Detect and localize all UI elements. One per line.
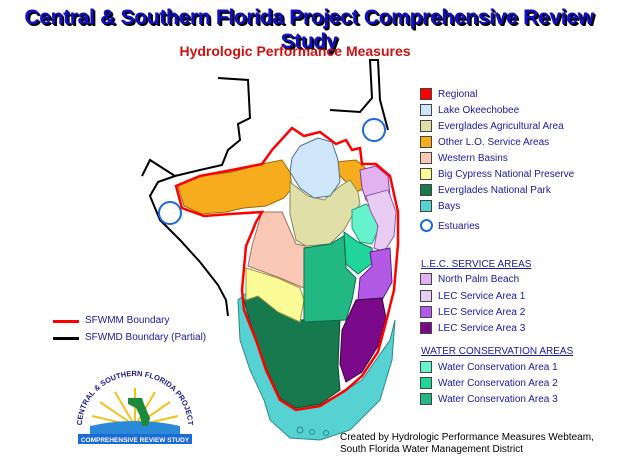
legend-swatch — [420, 393, 432, 405]
credit: Created by Hydrologic Performance Measur… — [340, 432, 594, 456]
legend-swatch — [420, 290, 432, 302]
legend-swatch — [420, 136, 432, 148]
sfwmd-line-swatch — [53, 337, 79, 340]
region-lake-okeechobee — [289, 137, 341, 199]
estuary-circle-west — [158, 201, 182, 225]
legend-swatch — [420, 184, 432, 196]
legend-swatch — [420, 152, 432, 164]
logo-bottom-text: COMPREHENSIVE REVIEW STUDY — [81, 437, 190, 444]
legend-swatch — [420, 361, 432, 373]
lec-header: L.E.C. SERVICE AREAS — [421, 259, 532, 270]
estuary-circle-east — [362, 118, 386, 142]
legend-swatch — [420, 168, 432, 180]
legend-swatch — [420, 377, 432, 389]
legend-swatch — [420, 88, 432, 100]
florida-keys — [296, 426, 329, 436]
legend-swatch — [420, 322, 432, 334]
project-logo: CENTRAL & SOUTHERN FLORIDA PROJECT COMPR… — [75, 369, 195, 444]
sfwmd-boundary-line — [141, 59, 389, 317]
legend-swatch — [420, 120, 432, 132]
legend-swatch — [420, 306, 432, 318]
estuary-circle-icon — [420, 219, 433, 232]
region-lec-3 — [339, 297, 387, 383]
wca-header: WATER CONSERVATION AREAS — [421, 346, 574, 357]
legend-swatch — [420, 273, 432, 285]
page-subtitle: Hydrologic Performance Measures — [179, 43, 411, 59]
sfwmm-line-swatch — [53, 320, 79, 323]
legend-swatch — [420, 104, 432, 116]
region-wca-3 — [303, 235, 357, 323]
credit-line-2: South Florida Water Management District — [340, 444, 524, 455]
legend-swatch — [420, 200, 432, 212]
florida-silhouette-icon — [128, 398, 150, 426]
region-other-lo-service — [177, 159, 293, 215]
page-title: Central & Southern Florida Project Compr… — [24, 6, 594, 53]
logo-banner — [78, 434, 192, 444]
sfwmm-boundary-line — [174, 126, 400, 412]
logo-water — [90, 421, 180, 434]
region-big-cypress — [245, 267, 305, 323]
credit-line-1: Created by Hydrologic Performance Measur… — [340, 432, 594, 443]
